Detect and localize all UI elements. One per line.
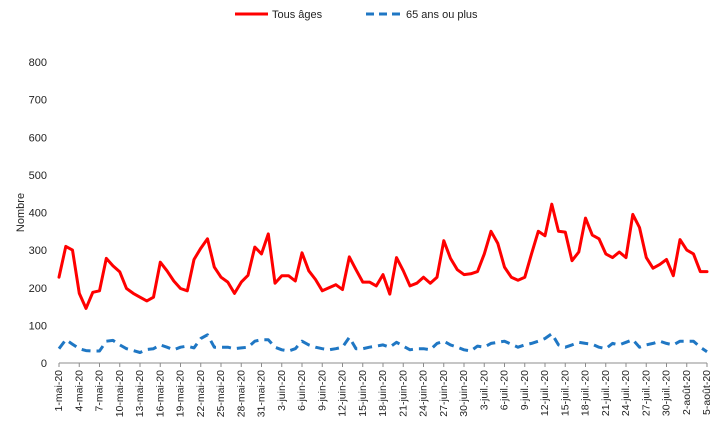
x-tick-label: 3-juil.-20 [478,370,490,410]
x-tick-label: 31-mai-20 [256,370,268,417]
y-tick-label: 700 [29,95,47,107]
x-tick-label: 24-juin-20 [418,370,430,417]
x-tick-label: 6-juil.-20 [499,370,511,410]
x-tick-label: 2-août-20 [681,370,693,415]
x-tick-label: 30-juin-20 [458,370,470,417]
legend-label-65-ans-ou-plus: 65 ans ou plus [406,9,478,21]
x-tick-label: 6-juin-20 [296,370,308,411]
y-tick-label: 800 [29,57,47,69]
x-tick-label: 25-mai-20 [215,370,227,417]
x-tick-label: 4-mai-20 [73,370,85,412]
x-tick-label: 24-juil.-20 [620,370,632,416]
series-line-0 [57,202,709,310]
x-tick-label: 5-août-20 [701,370,713,415]
y-tick-label: 200 [29,283,47,295]
series-layer [57,202,709,354]
x-tick-label: 19-mai-20 [175,370,187,417]
y-tick-label: 100 [29,320,47,332]
x-tick-label: 15-juin-20 [357,370,369,417]
y-tick-label: 500 [29,170,47,182]
x-tick-label: 28-mai-20 [235,370,247,417]
x-tick-label: 12-juil.-20 [539,370,551,416]
x-tick-label: 16-mai-20 [154,370,166,417]
y-axis: 0 100 200 300 400 500 600 700 800 [29,57,47,370]
x-tick-label: 21-juin-20 [397,370,409,417]
x-tick-label: 7-mai-20 [94,370,106,412]
x-tick-label: 9-juin-20 [316,370,328,411]
y-axis-label: Nombre [15,193,27,232]
x-tick-label: 10-mai-20 [114,370,126,417]
x-tick-label: 18-juil.-20 [580,370,592,416]
y-tick-label: 600 [29,132,47,144]
x-tick-label: 12-juin-20 [337,370,349,417]
x-tick-label: 22-mai-20 [195,370,207,417]
x-tick-label: 27-juil.-20 [640,370,652,416]
x-tick-label: 15-juil.-20 [559,370,571,416]
legend-label-tous-ages: Tous âges [272,9,323,21]
y-tick-label: 0 [41,358,47,370]
legend: Tous âges 65 ans ou plus [235,9,478,21]
x-tick-label: 9-juil.-20 [519,370,531,410]
x-axis: 1-mai-20 4-mai-20 7-mai-20 10-mai-20 13-mai-… [53,362,713,417]
x-tick-label: 3-juin-20 [276,370,288,411]
x-tick-label: 30-juil.-20 [661,370,673,416]
x-tick-label: 1-mai-20 [53,370,65,412]
y-tick-label: 400 [29,208,47,220]
y-tick-label: 300 [29,245,47,257]
x-tick-label: 27-juin-20 [438,370,450,417]
x-tick-label: 21-juil.-20 [600,370,612,416]
x-tick-label: 13-mai-20 [134,370,146,417]
series-line-1 [57,332,708,354]
x-tick-label: 18-juin-20 [377,370,389,417]
